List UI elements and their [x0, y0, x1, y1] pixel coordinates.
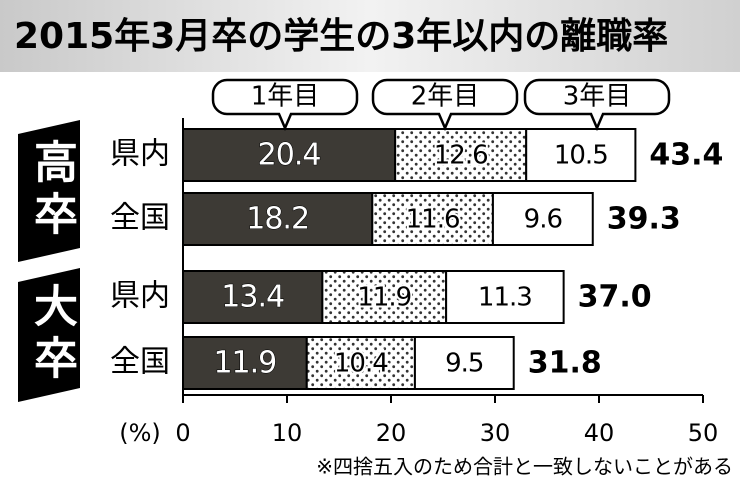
title-band: [0, 0, 740, 72]
bar-segment: [182, 192, 374, 246]
data-label: 11.3: [478, 283, 532, 313]
legend-label: 1年目: [251, 82, 320, 112]
footnote: ※四捨五入のため合計と一致しないことがある: [316, 455, 733, 479]
data-label: 12.6: [434, 141, 488, 171]
bar-segment: [371, 192, 494, 246]
x-tick-label: 0: [175, 419, 190, 447]
row-label: 県内: [110, 279, 170, 314]
data-label: 10.5: [554, 141, 608, 171]
bar-segment: [182, 128, 397, 182]
total-label: 43.4: [649, 138, 723, 173]
data-label: 11.6: [406, 205, 460, 235]
data-label: 11.9: [213, 346, 276, 381]
data-label: 18.2: [246, 202, 309, 237]
bar-segment: [321, 270, 448, 324]
row-label: 全国: [110, 201, 170, 236]
row-label: 全国: [110, 345, 170, 380]
total-label: 37.0: [578, 280, 652, 315]
bar-segment: [182, 270, 324, 324]
row-label: 県内: [110, 137, 170, 172]
x-tick-label: 40: [584, 419, 615, 447]
x-axis-label: (%): [119, 419, 161, 447]
x-tick-label: 20: [376, 419, 407, 447]
bar-segment: [182, 336, 308, 390]
legend-callout: [371, 78, 519, 132]
legend-callout: [211, 78, 359, 132]
legend-label: 3年目: [563, 82, 632, 112]
total-label: 39.3: [607, 202, 681, 237]
data-label: 11.9: [357, 283, 411, 313]
group-label: 高卒: [26, 139, 77, 243]
chart-title: 2015年3月卒の学生の3年以内の離職率: [14, 16, 668, 57]
bar-segment: [413, 336, 515, 390]
x-tick-label: 10: [272, 419, 303, 447]
data-label: 9.6: [524, 205, 562, 235]
data-label: 13.4: [221, 280, 284, 315]
bar-segment: [491, 192, 594, 246]
legend-label: 2年目: [411, 82, 480, 112]
legend-callout: [523, 78, 671, 132]
x-tick-label: 50: [688, 419, 719, 447]
data-label: 20.4: [258, 138, 321, 173]
group-badge: [18, 268, 80, 402]
data-label: 10.4: [334, 349, 388, 379]
bar-segment: [445, 270, 565, 324]
x-tick-label: 30: [480, 419, 511, 447]
group-badge: [18, 120, 80, 262]
data-label: 9.5: [445, 349, 483, 379]
group-label: 大卒: [26, 283, 78, 387]
total-label: 31.8: [528, 346, 602, 381]
bar-segment: [394, 128, 528, 182]
bar-segment: [525, 128, 637, 182]
